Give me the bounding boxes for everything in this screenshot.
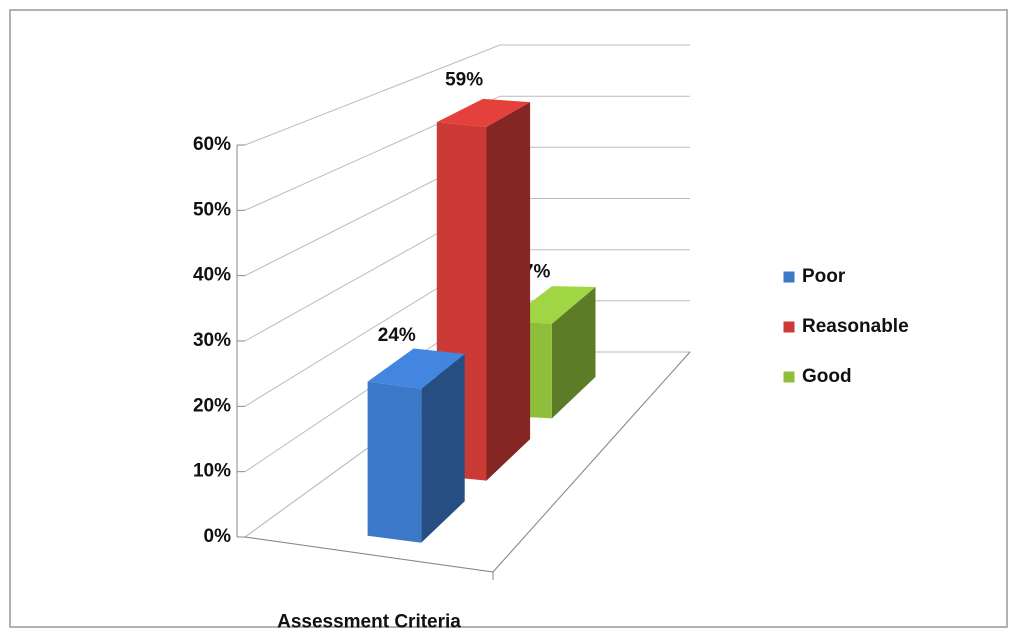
grid-line [244,44,690,146]
bar-top [436,98,531,127]
bar-side [421,354,465,543]
data-label: 59% [445,70,483,91]
y-tick-label: 50% [193,199,231,220]
depth-axis [492,351,691,573]
legend-label: Good [802,366,852,387]
legend-label: Reasonable [802,316,909,337]
grid-line [244,95,690,211]
data-label: 24% [378,325,416,346]
y-tick-label: 30% [193,330,231,351]
x-tick-label: Assessment Criteria [277,612,461,633]
legend-label: Poor [802,266,846,287]
x-axis [244,536,494,573]
y-tick-label: 60% [193,134,231,155]
legend-swatch [782,370,796,384]
bar [367,381,422,543]
bar-top [367,348,465,389]
y-tick-label: 0% [204,526,232,547]
y-tick-label: 10% [193,461,231,482]
legend-swatch [782,270,796,284]
legend-swatch [782,320,796,334]
y-tick-label: 40% [193,265,231,286]
y-tick-label: 20% [193,395,231,416]
bar-side [551,287,596,419]
bar-side [486,102,531,481]
